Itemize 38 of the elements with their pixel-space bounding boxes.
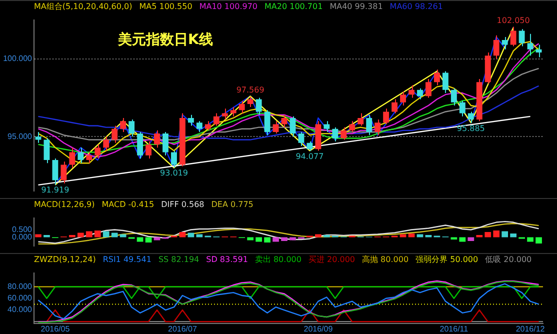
annotation: 91.919 xyxy=(41,186,70,195)
text: MA60 98.261 xyxy=(390,1,443,13)
text: MA5 100.550 xyxy=(139,1,192,13)
text: MA10 100.970 xyxy=(199,1,258,13)
annotation: 95.885 xyxy=(456,124,485,133)
annotation: 94.077 xyxy=(296,152,324,162)
text: SD 83.591 xyxy=(206,254,248,266)
y-tick-label: 60.000 xyxy=(8,294,33,303)
x-tick-label: 2016/09 xyxy=(304,324,334,334)
annotation: 93.019 xyxy=(160,168,188,178)
y-tick-label: 100.000 xyxy=(3,54,33,63)
text: DIFF 0.568 xyxy=(161,199,204,211)
x-tick-label: 2016/12 xyxy=(516,324,546,334)
annotation: 97.569 xyxy=(236,86,264,95)
y-tick-label: 80.000 xyxy=(8,282,33,291)
text: DEA 0.775 xyxy=(211,199,254,211)
text: MACD -0.415 xyxy=(102,199,154,211)
y-tick-label: 0.000 xyxy=(12,232,33,242)
text: ZWZD(9,12,24) xyxy=(34,254,96,266)
text: SS 82.194 xyxy=(158,254,200,266)
x-tick-label: 2016/07 xyxy=(168,324,198,334)
text: RSI1 49.541 xyxy=(102,254,152,266)
ref-line-label: 低吸 20.000 xyxy=(485,254,532,266)
text: MACD(12,26,9) xyxy=(34,199,95,211)
text: 买进 20.000 xyxy=(308,254,356,266)
y-tick-label: 95.000 xyxy=(8,132,33,141)
x-tick-label: 2016/11 xyxy=(440,324,469,334)
text: 美元指数日K线 xyxy=(118,31,213,49)
y-tick-label: 0.500 xyxy=(12,224,33,234)
ref-line-label: 高抛 80.000 xyxy=(362,254,409,266)
text: MA组合(5,10,20,40,60,0) xyxy=(34,1,132,13)
x-tick-label: 2016/05 xyxy=(40,324,70,334)
annotation: 102.050 xyxy=(496,16,530,25)
y-tick-label: 40.000 xyxy=(8,305,33,314)
ref-line-label: 强弱分界 50.000 xyxy=(416,254,478,266)
text: MA20 100.701 xyxy=(264,1,323,13)
text: MA40 99.381 xyxy=(330,1,383,13)
text: 卖出 80.000 xyxy=(254,254,302,266)
